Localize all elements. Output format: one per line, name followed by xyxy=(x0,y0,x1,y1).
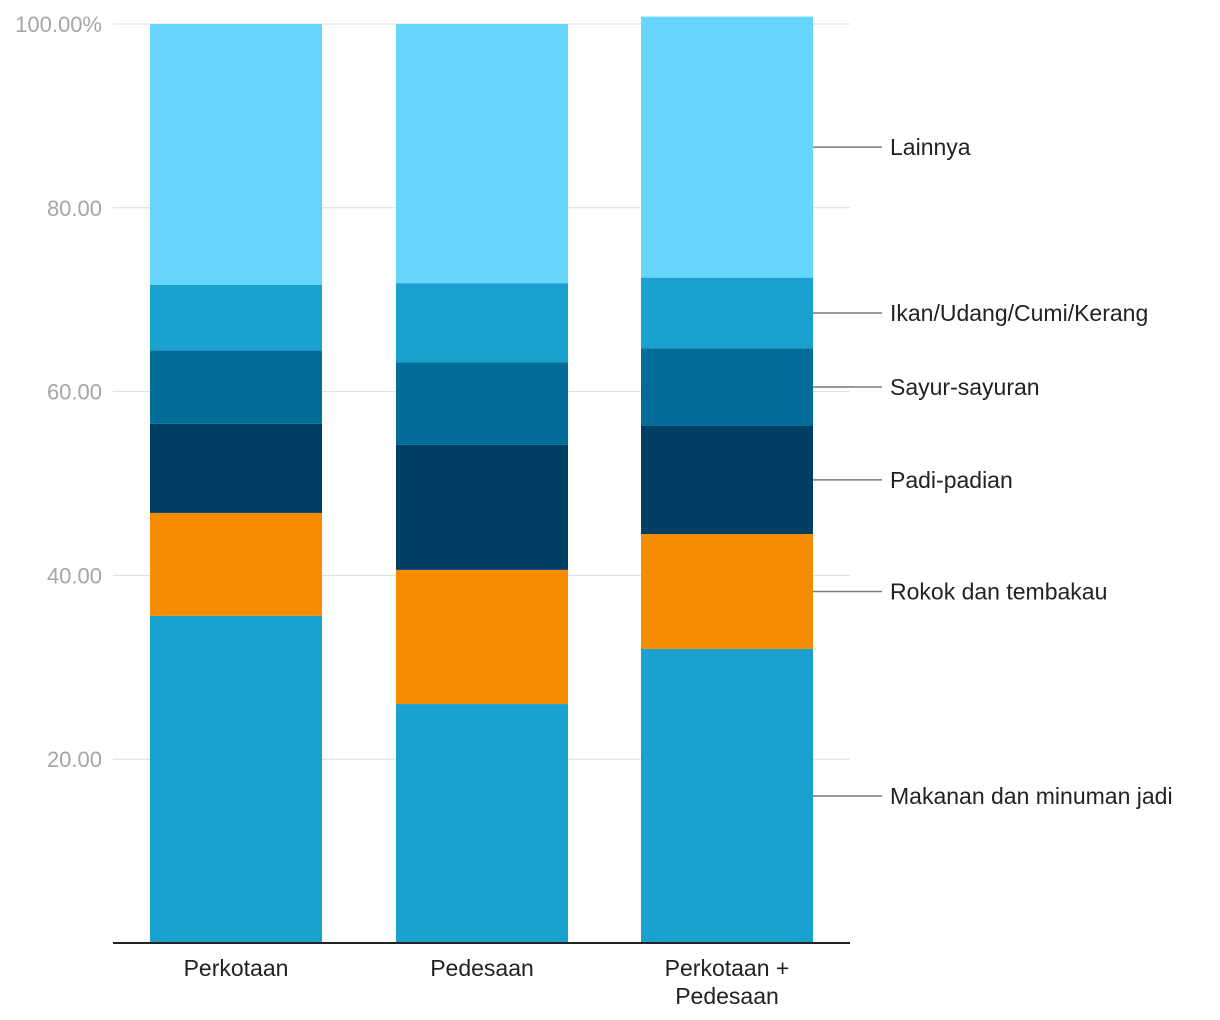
bar-segment xyxy=(641,16,813,278)
legend-label: Makanan dan minuman jadi xyxy=(890,783,1173,809)
bar-segment xyxy=(150,512,322,616)
bar-segment xyxy=(641,277,813,349)
bar-segment xyxy=(150,24,322,285)
bar-segment xyxy=(150,284,322,351)
bar-segment xyxy=(396,444,568,570)
y-tick-label: 20.00 xyxy=(47,747,102,772)
y-tick-label: 80.00 xyxy=(47,196,102,221)
x-category-label: Pedesaan xyxy=(430,955,534,981)
bar-segment xyxy=(396,704,568,943)
bar-segment xyxy=(396,362,568,445)
y-tick-label: 100.00% xyxy=(15,12,102,37)
legend-label: Padi-padian xyxy=(890,467,1013,493)
legend-label: Rokok dan tembakau xyxy=(890,578,1107,604)
bar-segment xyxy=(641,348,813,426)
x-category-label: Perkotaan xyxy=(184,955,289,981)
bar-segment xyxy=(150,423,322,513)
bars xyxy=(150,16,813,943)
y-axis-ticks: 20.00 40.00 60.00 80.00 100.00% xyxy=(15,12,102,772)
bar-segment xyxy=(396,569,568,705)
x-category-label: Perkotaan + xyxy=(665,955,790,981)
legend-label: Sayur-sayuran xyxy=(890,374,1040,400)
legend-label: Ikan/Udang/Cumi/Kerang xyxy=(890,300,1148,326)
bar-segment xyxy=(641,648,813,943)
x-axis-categories: Perkotaan Pedesaan Perkotaan +Pedesaan xyxy=(184,955,790,1009)
bar-segment xyxy=(150,350,322,424)
bar-segment xyxy=(641,534,813,649)
bar-segment xyxy=(641,425,813,535)
bar-segment xyxy=(150,615,322,943)
y-tick-label: 60.00 xyxy=(47,380,102,405)
bar-segment xyxy=(396,283,568,363)
x-category-label: Pedesaan xyxy=(675,983,779,1009)
legend: Makanan dan minuman jadi Rokok dan tembak… xyxy=(813,134,1173,809)
bar-segment xyxy=(396,24,568,284)
legend-label: Lainnya xyxy=(890,134,971,160)
y-tick-label: 40.00 xyxy=(47,563,102,588)
